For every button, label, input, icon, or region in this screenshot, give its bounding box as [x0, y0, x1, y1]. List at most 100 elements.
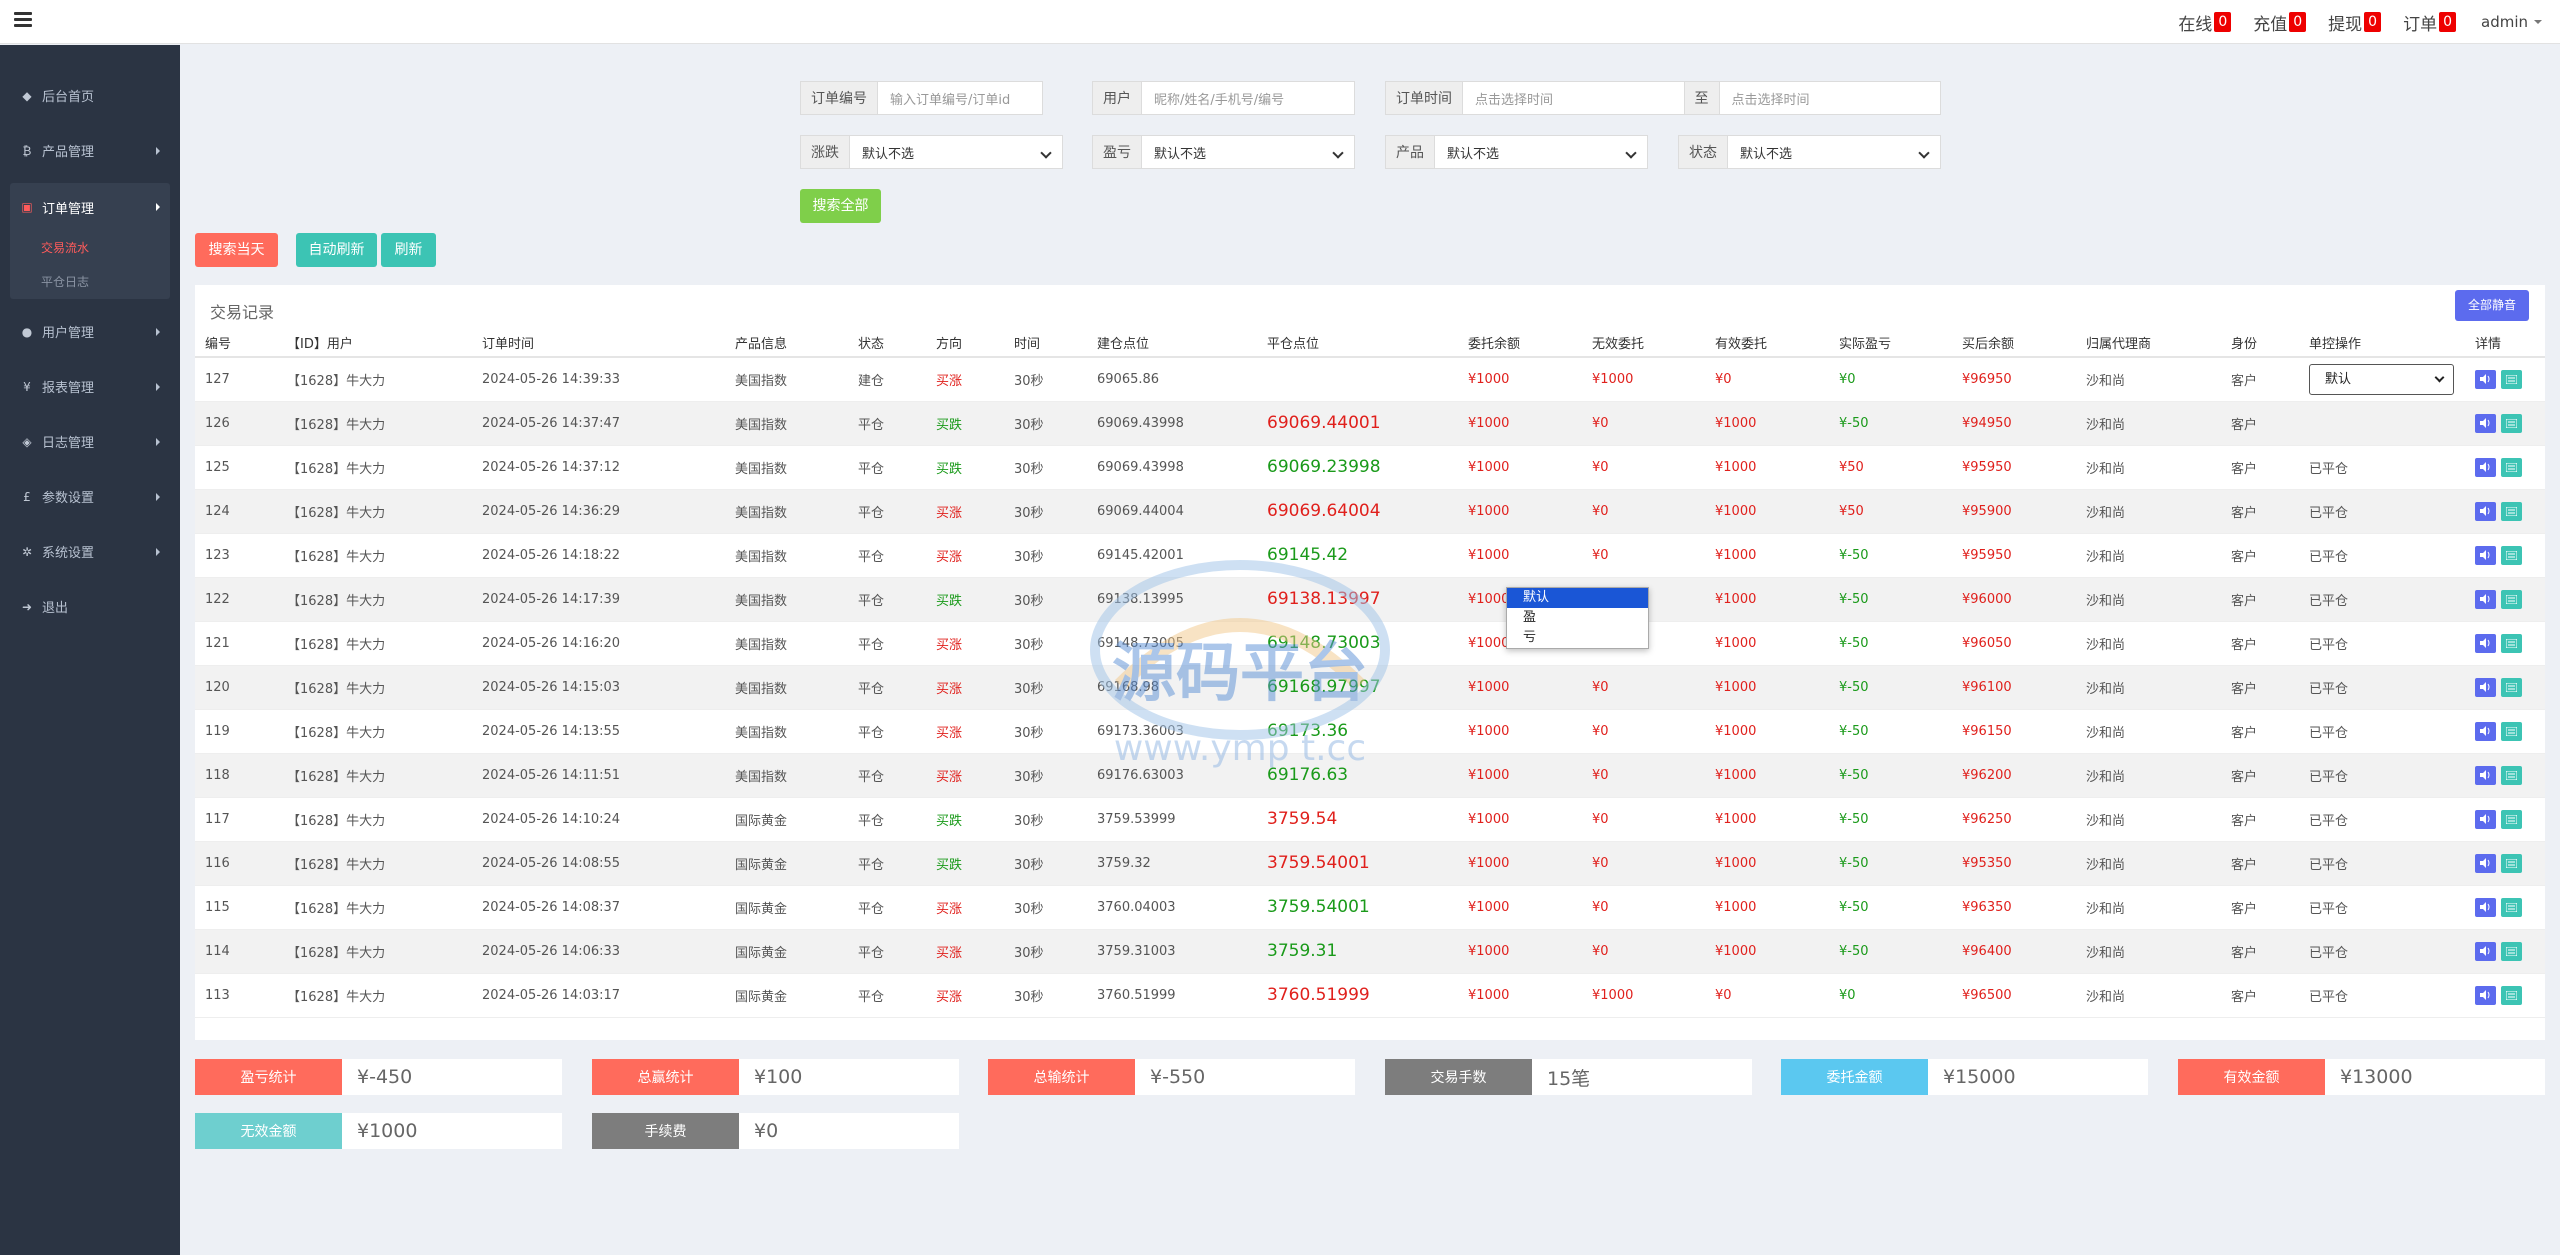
orders-link[interactable]: 订单 0	[2392, 0, 2467, 44]
withdraw-link[interactable]: 提现 0	[2317, 0, 2392, 44]
details-icon[interactable]	[2501, 765, 2522, 785]
stat-label: 委托金额	[1781, 1059, 1928, 1095]
cell-status: 平仓	[848, 753, 926, 798]
cell-role: 客户	[2221, 797, 2299, 842]
recharge-label: 充值	[2253, 14, 2288, 35]
details-icon[interactable]	[2501, 589, 2522, 609]
sidebar-item-logs[interactable]: ◈ 日志管理	[0, 414, 180, 469]
recharge-link[interactable]: 充值 0	[2242, 0, 2317, 44]
sidebar-item-orders[interactable]: ▣ 订单管理	[10, 183, 170, 231]
dropdown-option-loss[interactable]: 亏	[1523, 630, 1537, 645]
search-today-button[interactable]: 搜索当天	[195, 233, 278, 267]
details-icon[interactable]	[2501, 545, 2522, 565]
start-time-input[interactable]: 点击选择时间	[1463, 82, 1685, 114]
cell-entrusted: ¥1000	[1458, 665, 1582, 710]
cell-actual-pl: ¥-50	[1829, 841, 1952, 886]
cell-id: 125	[195, 445, 277, 490]
mute-all-button[interactable]: 全部静音	[2455, 290, 2529, 321]
auto-refresh-button[interactable]: 自动刷新	[296, 233, 377, 267]
cell-role: 客户	[2221, 489, 2299, 534]
sound-icon[interactable]	[2475, 809, 2496, 829]
sound-icon[interactable]	[2475, 941, 2496, 961]
order-time-filter: 订单时间 点击选择时间 至 点击选择时间	[1385, 81, 1941, 115]
cell-role: 客户	[2221, 577, 2299, 622]
rise-fall-select[interactable]: 默认不选	[850, 136, 1062, 168]
sidebar-sub-close-log[interactable]: 平仓日志	[41, 275, 90, 289]
details-icon[interactable]	[2501, 413, 2522, 433]
order-no-input[interactable]: 输入订单编号/订单id	[890, 92, 1011, 108]
sidebar-sub-trade-flow[interactable]: 交易流水	[41, 241, 90, 255]
search-all-button[interactable]: 搜索全部	[800, 189, 881, 223]
sidebar-item-home[interactable]: ◆ 后台首页	[0, 68, 180, 123]
cell-open-price: 69138.13995	[1087, 577, 1257, 622]
end-time-input[interactable]: 点击选择时间	[1731, 92, 1810, 108]
cell-balance: ¥95900	[1952, 489, 2076, 534]
col-header: 单控操作	[2299, 329, 2465, 358]
sidebar-item-logout[interactable]: ➜ 退出	[0, 579, 180, 634]
sound-icon[interactable]	[2475, 589, 2496, 609]
sidebar-item-products[interactable]: ₿ 产品管理	[0, 123, 180, 178]
refresh-button[interactable]: 刷新	[381, 233, 436, 267]
cell-open-price: 69069.44004	[1087, 489, 1257, 534]
sound-icon[interactable]	[2475, 985, 2496, 1005]
details-icon[interactable]	[2501, 897, 2522, 917]
profit-loss-select[interactable]: 默认不选	[1142, 136, 1354, 168]
product-select[interactable]: 默认不选	[1435, 136, 1647, 168]
sound-icon[interactable]	[2475, 765, 2496, 785]
stat-trade-count: 交易手数 15笔	[1385, 1059, 1752, 1095]
stat-label: 手续费	[592, 1113, 739, 1149]
product-label: 产品	[1386, 136, 1435, 168]
details-icon[interactable]	[2501, 853, 2522, 873]
sound-icon[interactable]	[2475, 721, 2496, 741]
details-icon[interactable]	[2501, 941, 2522, 961]
cell-duration: 30秒	[1004, 489, 1087, 534]
status-filter: 状态 默认不选	[1678, 135, 1941, 169]
details-icon[interactable]	[2501, 721, 2522, 741]
menu-toggle-icon[interactable]	[14, 12, 32, 27]
user-input[interactable]: 昵称/姓名/手机号/编号	[1154, 92, 1285, 108]
sound-icon[interactable]	[2475, 897, 2496, 917]
cell-product: 美国指数	[725, 753, 848, 798]
stat-profit-loss: 盈亏统计 ¥-450	[195, 1059, 562, 1095]
stat-value: ¥100	[739, 1059, 959, 1095]
sidebar-item-params[interactable]: £ 参数设置	[0, 469, 180, 524]
cell-valid: ¥1000	[1705, 753, 1829, 798]
sound-icon[interactable]	[2475, 853, 2496, 873]
details-icon[interactable]	[2501, 633, 2522, 653]
sound-icon[interactable]	[2475, 633, 2496, 653]
details-icon[interactable]	[2501, 501, 2522, 521]
sidebar-item-label: 系统设置	[42, 546, 95, 561]
cell-direction: 买跌	[926, 577, 1004, 622]
online-link[interactable]: 在线 0	[2167, 0, 2242, 44]
details-icon[interactable]	[2501, 677, 2522, 697]
dropdown-option-win[interactable]: 盈	[1523, 610, 1537, 625]
sound-icon[interactable]	[2475, 545, 2496, 565]
cell-product: 美国指数	[725, 533, 848, 578]
cell-control: 已平仓	[2299, 709, 2465, 754]
sound-icon[interactable]	[2475, 413, 2496, 433]
trade-table: 编号 【ID】用户 订单时间 产品信息 状态 方向 时间 建仓点位 平仓点位 委…	[195, 329, 2545, 1018]
recharge-count-badge: 0	[2289, 12, 2307, 32]
main-content: 订单编号 输入订单编号/订单id 用户 昵称/姓名/手机号/编号 订单时间 点击…	[180, 45, 2560, 1255]
details-icon[interactable]	[2501, 457, 2522, 477]
sidebar-item-system[interactable]: ✲ 系统设置	[0, 524, 180, 579]
cell-balance: ¥96250	[1952, 797, 2076, 842]
sound-icon[interactable]	[2475, 501, 2496, 521]
sound-icon[interactable]	[2475, 677, 2496, 697]
status-select[interactable]: 默认不选	[1728, 136, 1940, 168]
details-icon[interactable]	[2501, 809, 2522, 829]
sound-icon[interactable]	[2475, 369, 2496, 389]
col-header: 有效委托	[1705, 329, 1829, 358]
control-select[interactable]: 默认	[2309, 363, 2454, 395]
profit-loss-label: 盈亏	[1093, 136, 1142, 168]
admin-user-menu[interactable]: admin	[2467, 0, 2560, 44]
details-icon[interactable]	[2501, 985, 2522, 1005]
cell-status: 平仓	[848, 533, 926, 578]
sidebar-item-reports[interactable]: ¥ 报表管理	[0, 359, 180, 414]
cell-user: 【1628】牛大力	[277, 577, 472, 622]
details-icon[interactable]	[2501, 369, 2522, 389]
cell-control: 已平仓	[2299, 665, 2465, 710]
sound-icon[interactable]	[2475, 457, 2496, 477]
dropdown-option-default[interactable]: 默认	[1507, 588, 1648, 608]
sidebar-item-users[interactable]: ● 用户管理	[0, 304, 180, 359]
